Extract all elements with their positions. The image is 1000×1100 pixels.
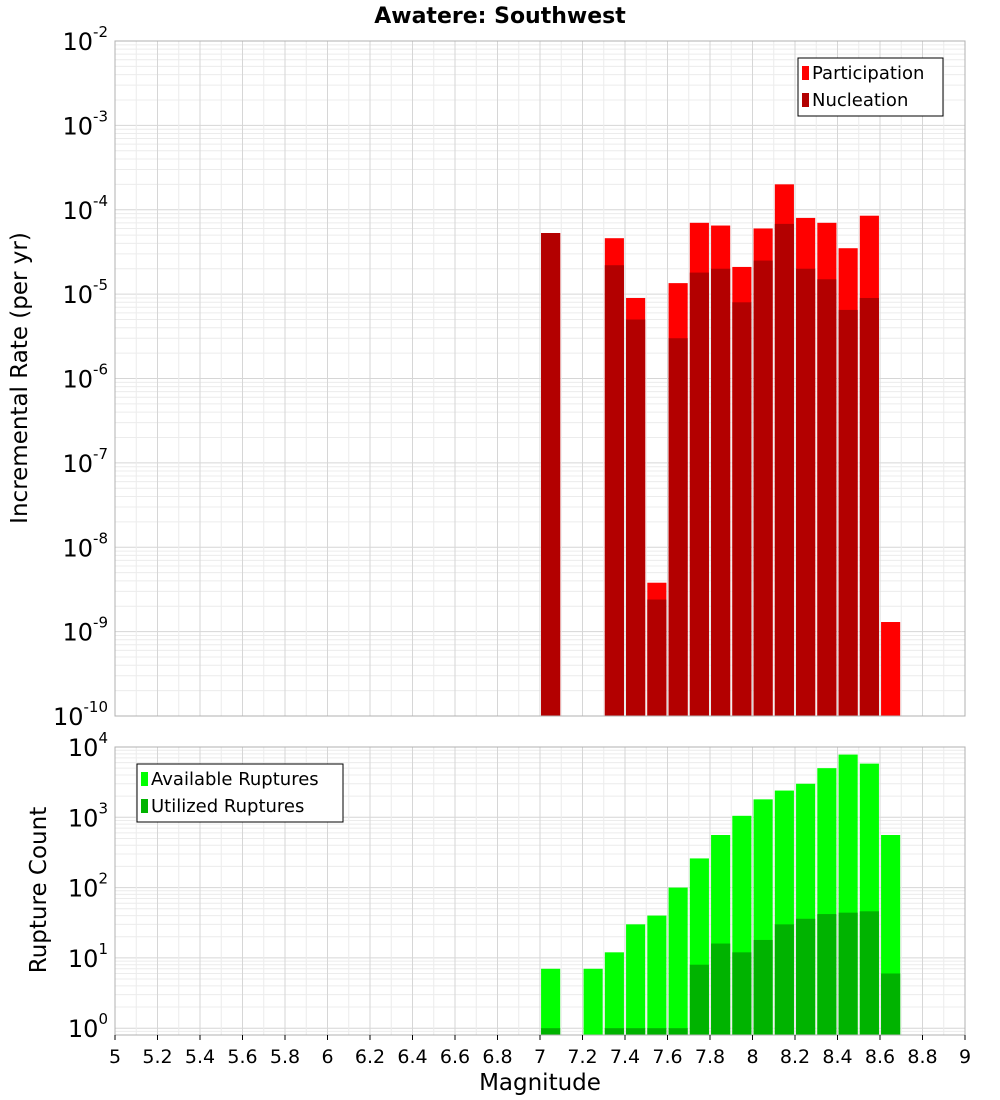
x-tick-label: 7.4 — [610, 1046, 640, 1068]
bottom-bar — [859, 911, 879, 1035]
bottom-legend-label: Available Ruptures — [151, 769, 319, 790]
top-legend-box — [797, 57, 944, 117]
bottom-bar — [583, 968, 603, 1035]
top-bar — [711, 268, 731, 716]
x-tick-label: 8 — [746, 1046, 758, 1068]
bottom-bar — [668, 1028, 688, 1035]
bottom-bar — [774, 924, 794, 1035]
x-tick-label: 9 — [959, 1046, 971, 1068]
bottom-legend: Available Ruptures Utilized Ruptures — [136, 763, 344, 823]
x-tick-label: 6.4 — [397, 1046, 427, 1068]
top-legend-label: Participation — [812, 63, 924, 84]
x-tick-label: 8.4 — [822, 1046, 852, 1068]
top-y-tick-label: 10-6 — [62, 361, 108, 394]
top-legend-swatch — [802, 66, 809, 80]
top-bar — [541, 233, 561, 716]
bottom-y-tick-label: 102 — [68, 870, 108, 903]
x-tick-label: 7.2 — [567, 1046, 597, 1068]
top-bar — [859, 297, 879, 716]
top-y-axis-label: Incremental Rate (per yr) — [7, 232, 33, 524]
x-tick-label: 5 — [109, 1046, 121, 1068]
top-legend-label: Nucleation — [812, 90, 908, 111]
bottom-bar — [604, 1028, 624, 1035]
top-bar — [817, 279, 837, 716]
bottom-legend-swatch — [141, 799, 148, 813]
bottom-bar — [626, 924, 646, 1035]
bottom-legend-box — [136, 763, 344, 823]
top-bar — [647, 599, 667, 716]
bottom-bar — [881, 973, 901, 1035]
bottom-bar — [626, 1028, 646, 1035]
bottom-bar — [541, 1028, 561, 1035]
top-bar — [753, 260, 773, 716]
bottom-bar — [796, 918, 816, 1035]
top-bar — [626, 319, 646, 716]
bottom-series-1 — [541, 911, 901, 1035]
x-tick-label: 8.8 — [907, 1046, 937, 1068]
bottom-bar — [711, 943, 731, 1035]
x-tick-label: 5.4 — [185, 1046, 215, 1068]
x-axis-label: Magnitude — [479, 1070, 601, 1096]
bottom-legend-swatch — [141, 772, 148, 786]
top-y-tick-label: 10-2 — [62, 23, 108, 56]
bottom-y-tick-label: 103 — [68, 799, 108, 832]
top-legend: Participation Nucleation — [797, 57, 944, 117]
x-tick-label: 5.8 — [270, 1046, 300, 1068]
bottom-y-axis-label: Rupture Count — [26, 807, 52, 973]
bottom-bar — [838, 912, 858, 1035]
bottom-bar — [689, 964, 709, 1035]
top-bar — [774, 223, 794, 716]
top-y-tick-label: 10-8 — [62, 529, 108, 562]
top-y-tick-label: 10-7 — [62, 445, 108, 478]
bottom-y-tick-label: 104 — [68, 729, 108, 762]
bottom-bar — [732, 952, 752, 1035]
top-bar — [668, 338, 688, 716]
top-series-1 — [541, 223, 879, 716]
bottom-bar — [753, 939, 773, 1035]
top-bar — [796, 268, 816, 716]
bottom-bar — [817, 914, 837, 1035]
top-y-tick-label: 10-4 — [62, 192, 108, 225]
x-tick-label: 7.6 — [652, 1046, 682, 1068]
x-tick-label: 7 — [534, 1046, 546, 1068]
top-plot-area — [114, 40, 966, 717]
top-y-tick-label: 10-3 — [62, 107, 108, 140]
top-bar — [604, 265, 624, 716]
bottom-legend-label: Utilized Ruptures — [151, 796, 304, 817]
x-tick-label: 8.6 — [865, 1046, 895, 1068]
chart-title: Awatere: Southwest — [374, 4, 626, 29]
top-bar — [732, 302, 752, 716]
bottom-bar — [647, 1028, 667, 1035]
top-bar — [838, 309, 858, 716]
x-tick-label: 6.6 — [440, 1046, 470, 1068]
x-tick-label: 5.6 — [227, 1046, 257, 1068]
top-bar — [881, 622, 901, 716]
x-tick-label: 6 — [321, 1046, 333, 1068]
bottom-bar — [647, 915, 667, 1035]
top-y-tick-label: 10-5 — [62, 276, 108, 309]
bottom-bar — [668, 887, 688, 1035]
bottom-bar — [541, 968, 561, 1035]
bottom-y-tick-label: 101 — [68, 940, 108, 973]
top-y-tick-label: 10-10 — [53, 698, 108, 731]
top-y-tick-label: 10-9 — [62, 614, 108, 647]
x-tick-label: 6.2 — [355, 1046, 385, 1068]
bottom-y-tick-label: 100 — [68, 1010, 108, 1043]
x-tick-label: 7.8 — [695, 1046, 725, 1068]
top-grid — [114, 41, 966, 717]
top-legend-swatch — [802, 93, 809, 107]
x-tick-label: 6.8 — [482, 1046, 512, 1068]
bottom-bar — [604, 952, 624, 1035]
top-bar — [689, 272, 709, 716]
x-tick-label: 8.2 — [780, 1046, 810, 1068]
x-tick-label: 5.2 — [142, 1046, 172, 1068]
